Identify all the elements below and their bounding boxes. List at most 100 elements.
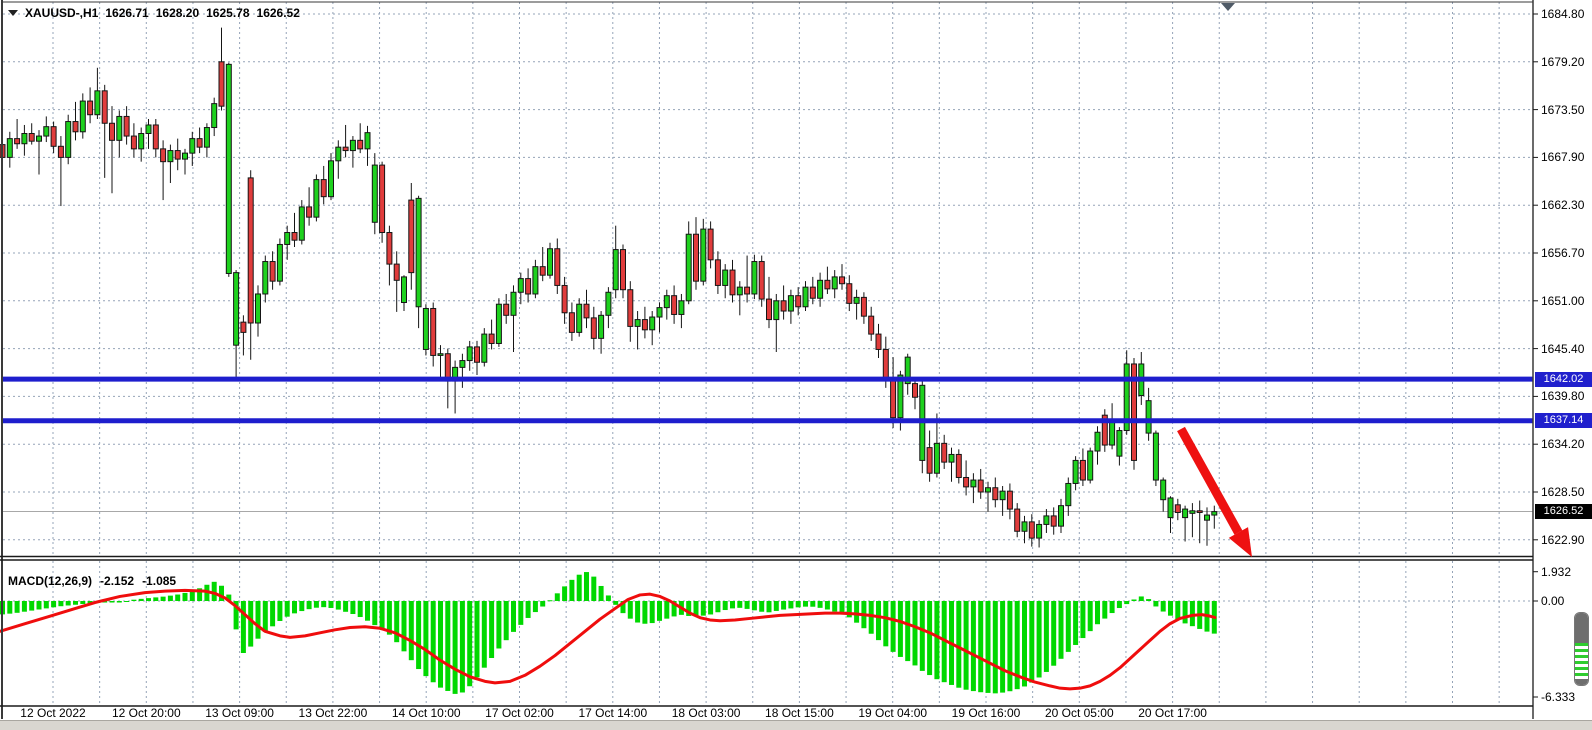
- window-bottom-edge: [0, 720, 1592, 730]
- candle-body: [182, 152, 188, 160]
- price-axis-label: 1662.30: [1541, 198, 1585, 213]
- candle-body: [459, 360, 466, 368]
- trend-arrow-head: [1228, 527, 1252, 557]
- chart-shift-marker-icon[interactable]: [1221, 3, 1235, 11]
- candle-body: [189, 138, 196, 154]
- macd-histogram-bar: [481, 601, 487, 668]
- macd-histogram-bar: [277, 601, 283, 621]
- candle-body: [481, 333, 488, 363]
- macd-histogram-bar: [14, 601, 20, 613]
- macd-histogram-bar: [708, 601, 714, 615]
- candle-body: [999, 490, 1006, 501]
- macd-histogram-bar: [722, 601, 728, 611]
- macd-histogram-bar: [890, 601, 896, 652]
- candle-body: [225, 63, 232, 274]
- hline-price-badge-1642: 1642.02: [1535, 371, 1592, 387]
- scrollbar-thumb[interactable]: [1575, 613, 1588, 643]
- macd-histogram-bar: [1036, 601, 1042, 678]
- price-axis-label: 1651.00: [1541, 293, 1585, 308]
- candle-body: [247, 177, 254, 324]
- candle-body: [897, 374, 904, 419]
- current-price-badge: 1626.52: [1535, 503, 1592, 519]
- macd-histogram-bar: [1014, 601, 1020, 690]
- macd-histogram-bar: [270, 601, 276, 627]
- candle-body: [109, 122, 115, 141]
- candle-body: [1058, 505, 1064, 527]
- macd-histogram-bar: [416, 601, 422, 670]
- candle-body: [94, 90, 101, 116]
- symbol-period-label: XAUUSD-,H1: [25, 6, 99, 20]
- candle-body: [1072, 459, 1079, 484]
- macd-histogram-bar: [408, 601, 414, 661]
- macd-histogram-bar: [1087, 601, 1093, 632]
- candle-body: [320, 179, 327, 198]
- candle-body: [386, 232, 393, 265]
- macd-histogram-bar: [868, 601, 874, 634]
- macd-histogram-bar: [36, 601, 42, 610]
- macd-histogram-bar: [569, 579, 575, 601]
- time-axis-label: 20 Oct 05:00: [1044, 706, 1114, 720]
- candle-body: [138, 133, 145, 150]
- macd-histogram-bar: [751, 601, 757, 611]
- time-axis-label: 17 Oct 14:00: [578, 706, 648, 720]
- chevron-down-icon[interactable]: [8, 10, 18, 16]
- candle-body: [817, 279, 824, 299]
- macd-histogram-bar: [978, 601, 984, 693]
- candle-body: [298, 206, 305, 241]
- macd-histogram-bar: [795, 601, 801, 608]
- candle-body: [1094, 431, 1101, 452]
- candle-body: [72, 121, 79, 133]
- candle-body: [43, 126, 50, 137]
- macd-main-value: -2.152: [100, 574, 135, 588]
- macd-histogram-bar: [1043, 601, 1049, 672]
- macd-histogram-bar: [1160, 601, 1166, 612]
- macd-histogram-bar: [328, 601, 334, 608]
- candle-body: [123, 115, 130, 137]
- time-axis-label: 19 Oct 16:00: [951, 706, 1021, 720]
- macd-histogram-bar: [430, 601, 436, 683]
- candle-body: [430, 307, 437, 356]
- macd-histogram-bar: [664, 601, 670, 619]
- macd-histogram-bar: [29, 601, 35, 611]
- candle-body: [532, 266, 539, 295]
- macd-histogram-bar: [934, 601, 940, 680]
- candle-body: [408, 199, 415, 274]
- candle-body: [342, 146, 349, 152]
- candle-body: [641, 319, 648, 331]
- candle-body: [203, 127, 210, 148]
- macd-histogram-bar: [284, 601, 290, 617]
- macd-histogram-bar: [613, 601, 619, 605]
- candle-body: [634, 319, 641, 327]
- candle-body: [875, 333, 882, 350]
- macd-histogram-bar: [386, 601, 392, 635]
- macd-histogram-bar: [642, 601, 648, 624]
- macd-histogram-bar: [532, 601, 538, 613]
- macd-histogram-bar: [1095, 601, 1100, 625]
- macd-histogram-bar: [423, 601, 429, 677]
- candle-body: [977, 479, 984, 493]
- candle-body: [948, 453, 955, 463]
- macd-histogram-bar: [124, 601, 130, 602]
- macd-histogram-bar: [452, 601, 458, 694]
- macd-histogram-bar: [138, 598, 144, 601]
- candle-body: [795, 295, 802, 308]
- price-axis-label: 1645.40: [1541, 341, 1585, 356]
- candle-body: [276, 243, 283, 282]
- macd-histogram-bar: [350, 601, 356, 615]
- candle-body: [57, 145, 64, 158]
- macd-histogram-bar: [635, 601, 641, 623]
- vertical-scrollbar[interactable]: [1574, 612, 1589, 686]
- macd-histogram-bar: [854, 601, 860, 623]
- candle-body: [736, 286, 743, 296]
- macd-histogram-bar: [211, 581, 217, 601]
- macd-histogram-bar: [1153, 601, 1159, 607]
- macd-histogram-bar: [554, 593, 560, 601]
- macd-histogram-bar: [116, 601, 122, 603]
- macd-histogram-bar: [992, 601, 998, 694]
- time-axis-label: 14 Oct 10:00: [391, 706, 461, 720]
- macd-histogram-bar: [824, 601, 830, 610]
- macd-histogram-bar: [1146, 599, 1152, 601]
- macd-histogram-bar: [146, 598, 151, 601]
